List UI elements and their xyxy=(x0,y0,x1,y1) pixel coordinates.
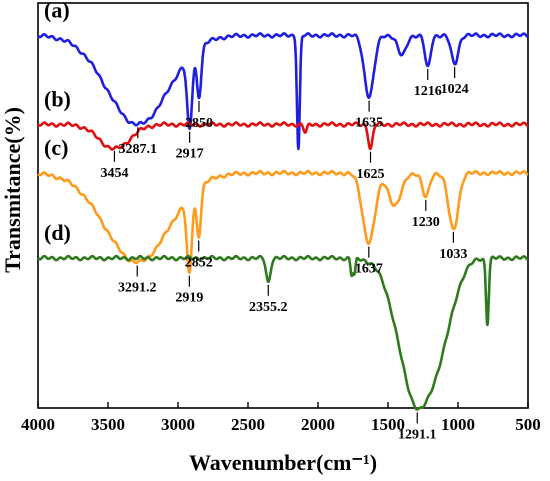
y-axis-title: Transmitance(%) xyxy=(0,107,25,273)
peak-label: 3287.1 xyxy=(119,142,158,157)
peak-label: 2917 xyxy=(176,147,204,162)
peak-label: 2355.2 xyxy=(249,300,288,315)
peak-label: 1024 xyxy=(441,82,469,97)
x-tick-label: 3000 xyxy=(161,415,195,434)
series-line xyxy=(37,121,529,151)
series-line xyxy=(37,254,529,411)
peak-label: 3454 xyxy=(100,166,128,181)
peak-label: 2850 xyxy=(185,116,213,131)
peak-label: 1635 xyxy=(355,116,383,131)
panel-label: (b) xyxy=(44,87,71,112)
x-tick-label: 500 xyxy=(515,415,541,434)
peak-label: 1291.1 xyxy=(398,427,437,442)
x-tick-label: 3500 xyxy=(91,415,125,434)
panel-label: (a) xyxy=(44,0,70,22)
x-tick-label: 1000 xyxy=(441,415,475,434)
x-tick-label: 1500 xyxy=(371,415,405,434)
panel-labels: (a) (b) (c) (d) xyxy=(44,0,71,245)
peak-label: 2852 xyxy=(185,255,213,270)
x-tick-label: 2000 xyxy=(301,415,335,434)
plot-frame xyxy=(37,2,529,409)
peak-label: 3291.2 xyxy=(118,280,157,295)
peak-label: 2919 xyxy=(175,291,203,306)
x-tick-label: 4000 xyxy=(21,415,55,434)
peak-label: 1216 xyxy=(414,84,442,99)
peak-label: 1033 xyxy=(439,247,467,262)
series-line xyxy=(37,169,529,274)
peak-label: 1230 xyxy=(412,215,440,230)
spectra-series xyxy=(37,32,529,411)
panel-label: (c) xyxy=(44,135,68,160)
x-axis-title: Wavenumber(cm⁻¹) xyxy=(189,450,377,475)
panel-label: (d) xyxy=(44,220,71,245)
x-axis-ticks: 4000 3500 3000 2500 2000 1500 1000 500 xyxy=(21,402,541,434)
x-tick-label: 2500 xyxy=(231,415,265,434)
series-line xyxy=(37,32,529,151)
peak-label: 1637 xyxy=(355,262,383,277)
peak-label: 1625 xyxy=(357,167,385,182)
